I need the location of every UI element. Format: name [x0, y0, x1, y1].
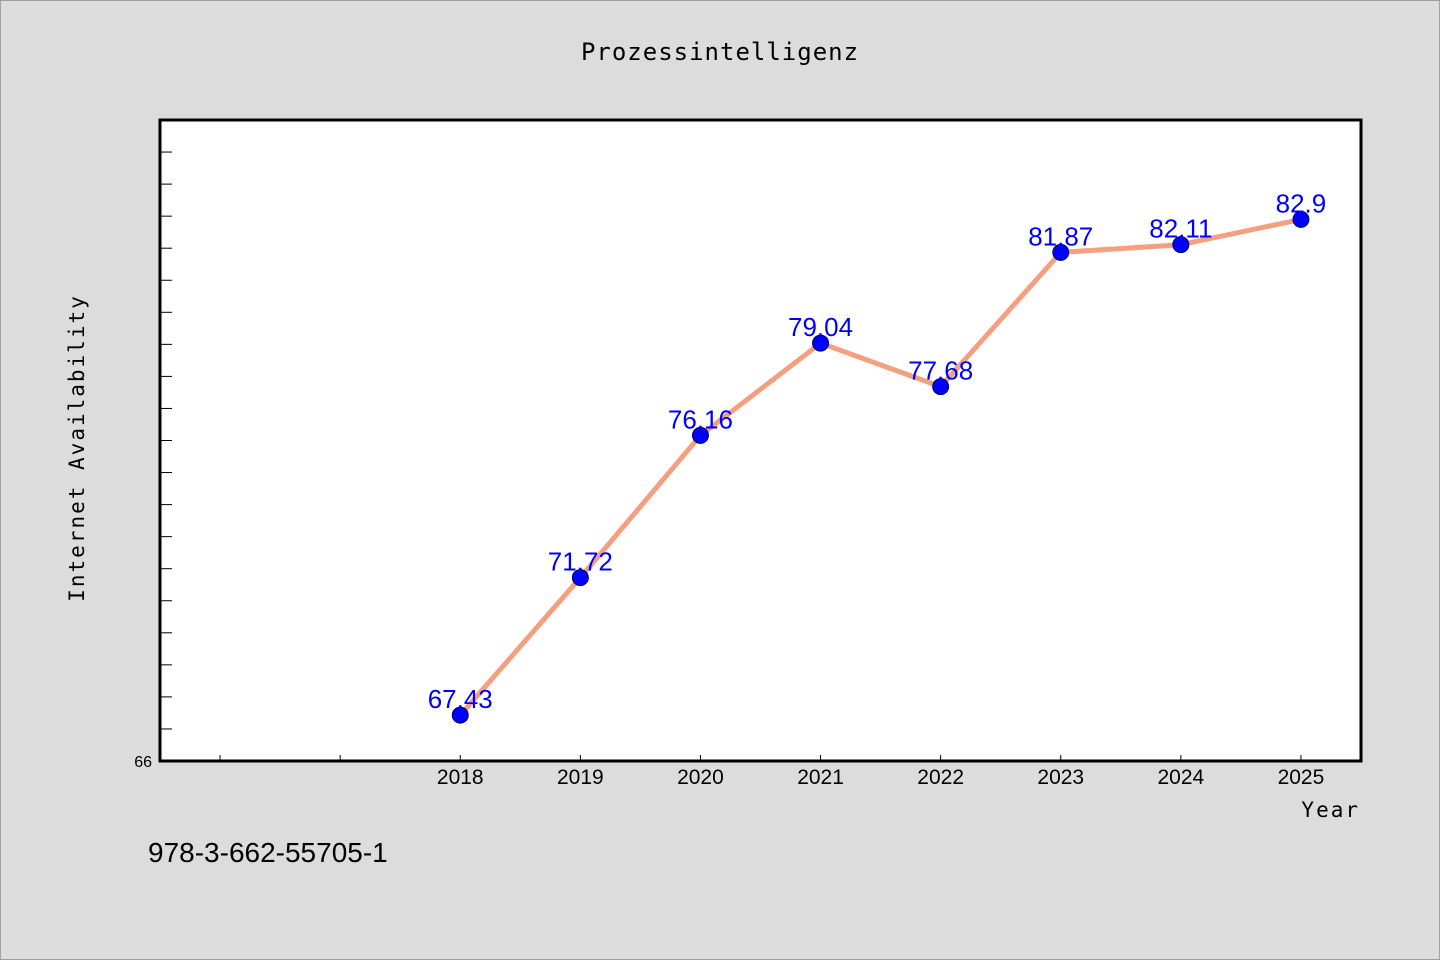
data-label: 82.9 — [1276, 188, 1327, 218]
isbn-footer: 978-3-662-55705-1 — [148, 837, 388, 868]
y-axis-ticks — [159, 151, 172, 730]
data-label: 82.11 — [1149, 214, 1212, 244]
x-tick-label: 2024 — [1157, 766, 1204, 789]
x-tick-label: 2021 — [797, 766, 844, 789]
data-label: 79.04 — [788, 312, 853, 342]
data-label: 71.72 — [548, 547, 613, 577]
series-group — [457, 216, 1304, 718]
data-point-marker — [571, 569, 589, 587]
y-axis-tick-labels: 66 — [134, 754, 152, 771]
x-tick-label: 2022 — [917, 766, 964, 789]
x-tick-label: 2020 — [677, 766, 724, 789]
y-axis-label: Internet Availability — [65, 294, 89, 602]
data-point-marker — [932, 378, 950, 396]
chart-title: Prozessintelligenz — [581, 38, 859, 66]
data-label: 81.87 — [1028, 221, 1093, 251]
x-tick-label: 2023 — [1037, 766, 1084, 789]
marker-group — [451, 210, 1310, 724]
x-axis-label: Year — [1301, 798, 1360, 822]
data-point-marker — [691, 426, 709, 444]
data-label-group: 67.43 71.72 76.16 79.04 77.68 81.87 82.11 82.9 — [428, 188, 1327, 714]
data-label: 77.68 — [908, 356, 973, 386]
data-point-marker — [1052, 243, 1070, 261]
data-point-marker — [812, 334, 830, 352]
y-tick-label: 66 — [134, 754, 152, 771]
plot-area — [158, 118, 1363, 763]
data-point-marker — [1292, 210, 1310, 228]
data-label: 76.16 — [668, 404, 733, 434]
x-axis-tick-labels: 2018 2019 2020 2021 2022 2023 2024 2025 — [437, 766, 1324, 789]
x-tick-label: 2025 — [1278, 766, 1325, 789]
data-point-marker — [1172, 236, 1190, 254]
x-tick-label: 2019 — [557, 766, 604, 789]
data-point-marker — [451, 706, 469, 724]
x-axis-ticks — [219, 755, 1302, 761]
data-label: 67.43 — [428, 684, 493, 714]
series-line — [457, 216, 1304, 718]
x-tick-label: 2018 — [437, 766, 484, 789]
